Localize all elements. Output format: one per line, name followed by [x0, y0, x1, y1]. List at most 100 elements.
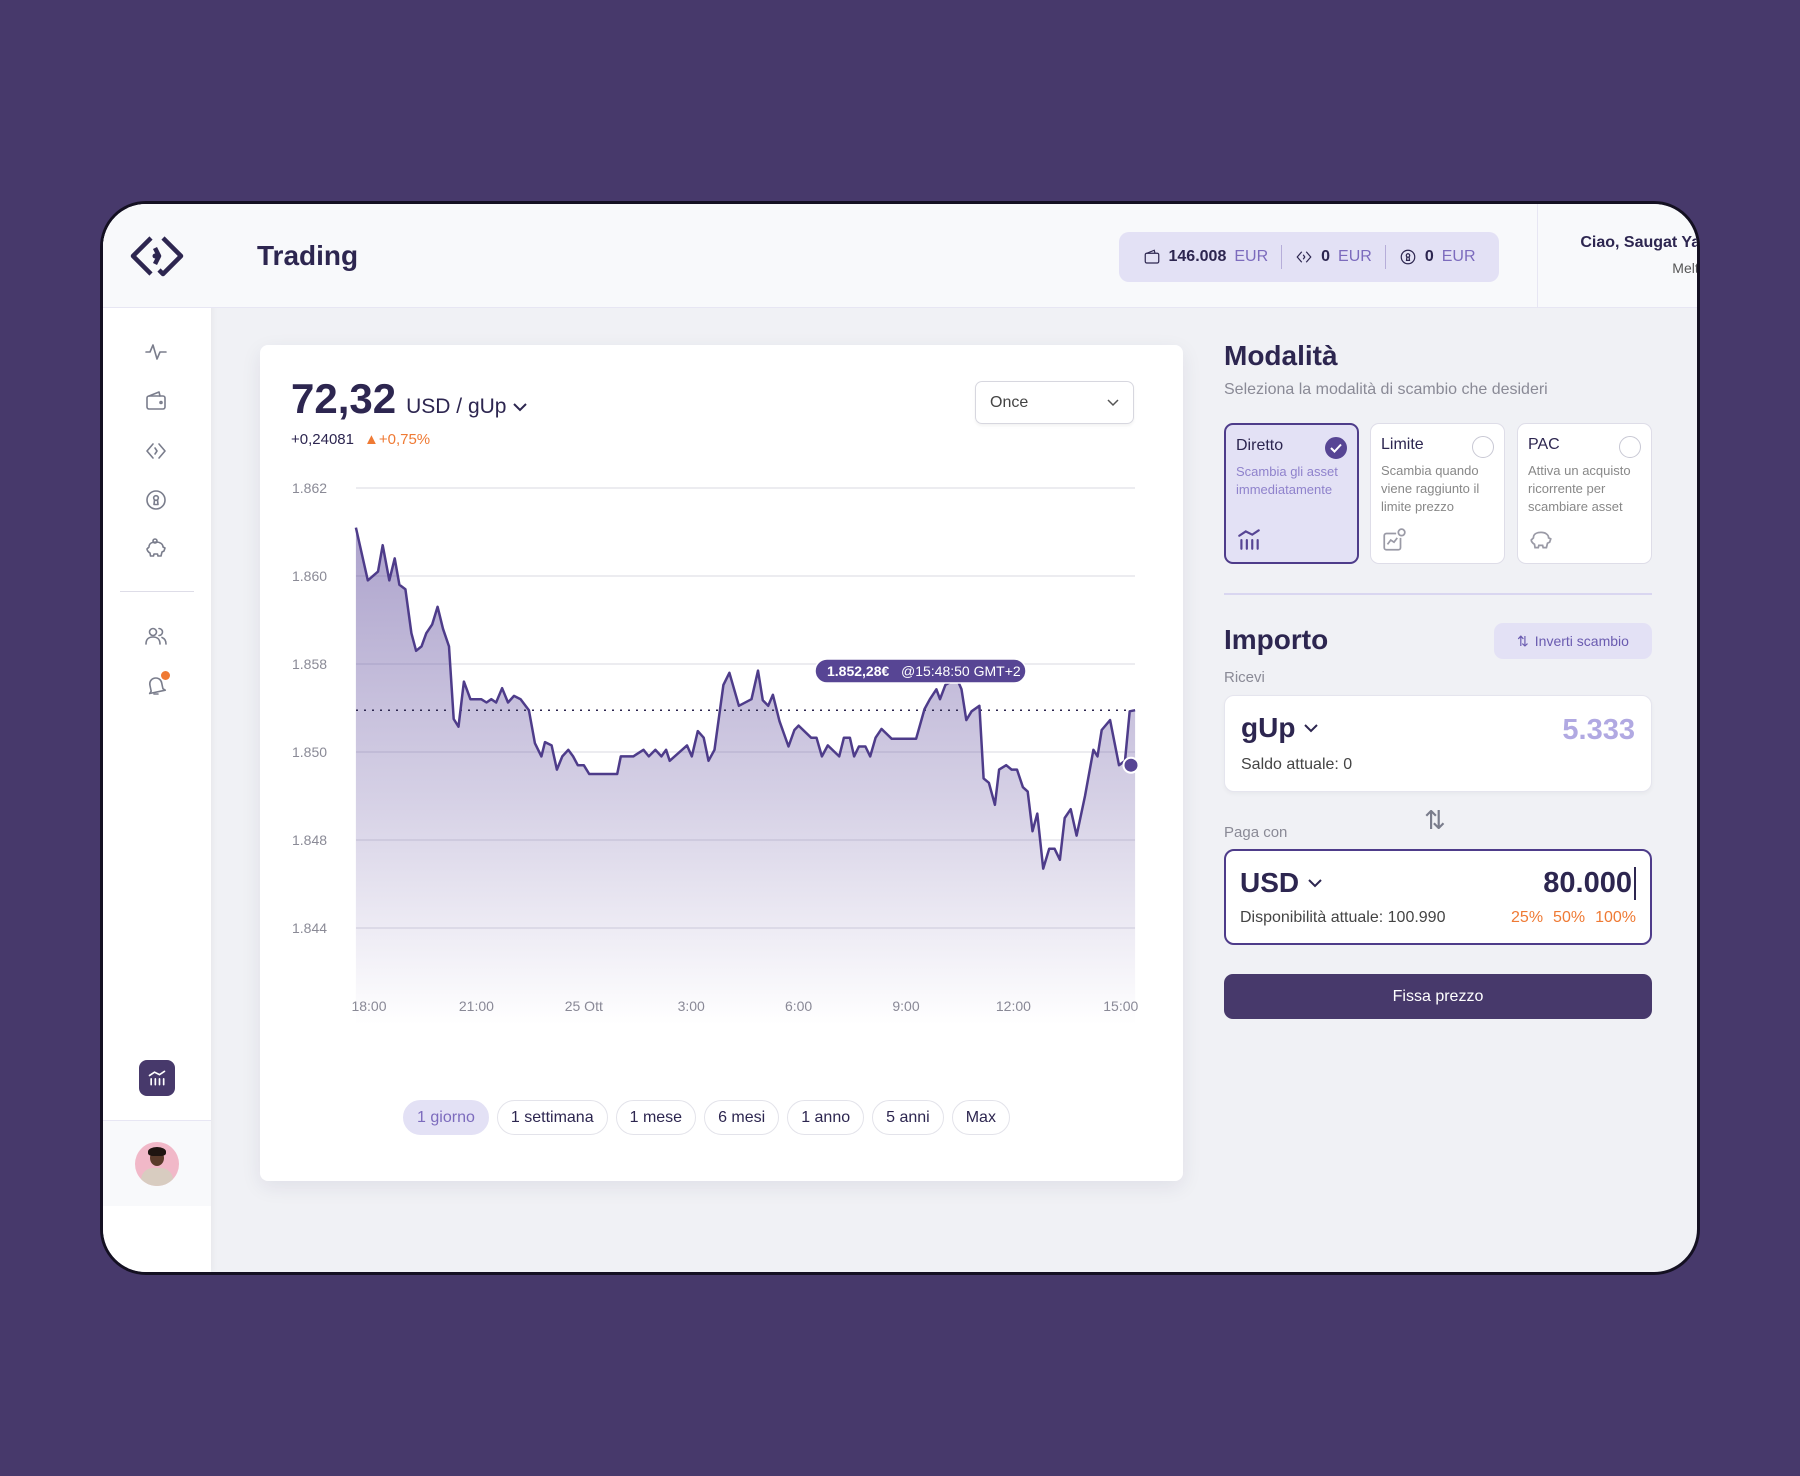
receive-amount: 5.333 [1562, 714, 1635, 746]
coin-lock-icon [1400, 249, 1416, 265]
pay-balance: Disponibilità attuale: 100.990 [1240, 909, 1446, 926]
chevron-down-icon [513, 403, 528, 412]
range-button[interactable]: 1 settimana [496, 1100, 608, 1135]
brand-token-icon [146, 443, 166, 459]
limit-chart-icon [1383, 528, 1406, 551]
receive-balance: Saldo attuale: 0 [1241, 756, 1353, 773]
balance-wallet[interactable]: 146.008 EUR [1130, 248, 1282, 266]
sidebar-item-trading[interactable] [139, 1060, 175, 1096]
sidebar-item-token[interactable] [141, 436, 171, 466]
piggy-bank-icon [1530, 531, 1552, 549]
y-tick-label: 1.848 [292, 832, 327, 848]
chevron-down-icon [1304, 724, 1319, 733]
price-chart[interactable]: 1.8441.8481.8501.8581.8601.86218:0021:00… [260, 345, 1183, 1085]
radio-icon [1619, 436, 1641, 458]
wallet-icon [1144, 249, 1159, 264]
logo[interactable] [103, 204, 211, 308]
sidebar-item-vault[interactable] [141, 485, 171, 515]
change-absolute: +0,24081 [291, 431, 354, 448]
section-divider [1224, 593, 1652, 595]
range-button[interactable]: 1 anno [787, 1100, 865, 1135]
app-window: Trading 146.008 EUR 0 EUR 0 EUR Ciao, Sauga… [100, 201, 1700, 1275]
tooltip-box [814, 658, 1027, 684]
y-tick-label: 1.858 [292, 656, 327, 672]
frequency-select[interactable]: Once [975, 381, 1134, 424]
top-header: Trading 146.008 EUR 0 EUR 0 EUR Ciao, Sauga… [211, 204, 1697, 308]
receive-label: Ricevi [1224, 669, 1265, 686]
mode-limite[interactable]: Limite Scambia quando viene raggiunto il… [1370, 423, 1505, 564]
range-button[interactable]: 1 mese [615, 1100, 697, 1135]
y-tick-label: 1.862 [292, 480, 327, 496]
page-title: Trading [257, 240, 359, 271]
avatar[interactable] [135, 1141, 179, 1186]
balance-currency: EUR [1234, 248, 1269, 265]
range-button[interactable]: 6 mesi [704, 1100, 780, 1135]
invert-label: Inverti scambio [1534, 633, 1629, 649]
pair-selector[interactable]: USD / gUp [406, 395, 528, 419]
balance-amount: 0 [1321, 248, 1331, 265]
receive-currency-select[interactable]: gUp [1241, 712, 1319, 744]
divider [1281, 245, 1283, 269]
y-tick-label: 1.850 [292, 744, 327, 760]
percent-100-button[interactable]: 100% [1595, 909, 1636, 926]
sidebar [103, 204, 211, 1272]
fix-price-button[interactable]: Fissa prezzo [1224, 974, 1652, 1019]
balance-amount: 0 [1424, 248, 1434, 265]
range-button[interactable]: Max [951, 1100, 1010, 1135]
brand-logo-icon [130, 235, 184, 276]
price-header: 72,32 USD / gUp [291, 375, 528, 423]
quick-percent-buttons: 25% 50% 100% [1511, 909, 1636, 927]
divider [1384, 245, 1386, 269]
trading-chart-icon [1238, 529, 1260, 550]
percent-25-button[interactable]: 25% [1511, 909, 1544, 926]
amount-title: Importo [1224, 624, 1329, 655]
user-menu[interactable]: Ciao, Saugat Yadav! Meltatech [1551, 234, 1700, 276]
notification-badge [161, 671, 170, 680]
wallet-icon [146, 391, 166, 410]
mode-diretto[interactable]: Diretto Scambia gli asset immediatamente [1224, 423, 1359, 564]
activity-icon [145, 344, 167, 360]
modes-title: Modalità [1224, 340, 1338, 371]
balance-currency: EUR [1441, 248, 1476, 265]
hover-point [1122, 756, 1140, 774]
pair-label: USD / gUp [406, 395, 507, 418]
user-greeting: Ciao, Saugat Yadav! [1580, 234, 1700, 251]
pay-box[interactable]: USD 80.000 Disponibilità attuale: 100.99… [1224, 849, 1652, 945]
triangle-up-icon: ▲ [363, 431, 379, 448]
currency-label: USD [1240, 867, 1300, 898]
mode-pac[interactable]: PAC Attiva un acquisto ricorrente per sc… [1517, 423, 1652, 564]
balance-token[interactable]: 0 EUR [1282, 248, 1385, 266]
percent-50-button[interactable]: 50% [1553, 909, 1586, 926]
header-divider [1537, 204, 1538, 308]
change-percent-value: +0,75% [378, 431, 431, 448]
invert-exchange-button[interactable]: ⇅ Inverti scambio [1494, 623, 1652, 659]
pay-label: Paga con [1224, 824, 1288, 841]
current-price: 72,32 [291, 375, 397, 422]
balance-vault[interactable]: 0 EUR [1386, 248, 1489, 266]
balance-amount: 146.008 [1168, 248, 1227, 265]
swap-arrows-icon[interactable]: ⇅ [1424, 805, 1446, 835]
mode-title: PAC [1528, 436, 1560, 453]
mode-description: Attiva un acquisto ricorrente per scambi… [1528, 463, 1631, 514]
tooltip-value: 1.852,28€ [827, 663, 889, 679]
swap-arrows-icon: ⇅ [1517, 632, 1529, 649]
sidebar-item-savings[interactable] [141, 534, 171, 564]
mode-title: Diretto [1236, 437, 1284, 454]
price-line [354, 527, 1136, 870]
receive-box[interactable]: gUp 5.333 Saldo attuale: 0 [1224, 695, 1652, 792]
modes-subtitle: Seleziona la modalità di scambio che des… [1224, 381, 1548, 398]
brand-token-icon [1296, 251, 1312, 263]
bell-icon [148, 677, 167, 695]
sidebar-item-activity[interactable] [141, 337, 171, 367]
pay-currency-select[interactable]: USD [1240, 867, 1323, 899]
radio-icon [1472, 436, 1494, 458]
user-company: Meltatech [1672, 260, 1699, 276]
range-button[interactable]: 1 giorno [403, 1100, 489, 1135]
sidebar-item-users[interactable] [141, 621, 171, 651]
coin-lock-icon [146, 490, 166, 510]
area-fill [355, 527, 1136, 1025]
range-button[interactable]: 5 anni [872, 1100, 944, 1135]
pay-amount-input[interactable]: 80.000 [1543, 867, 1636, 900]
sidebar-item-wallet[interactable] [141, 386, 171, 416]
sidebar-item-notifications[interactable] [141, 670, 171, 700]
